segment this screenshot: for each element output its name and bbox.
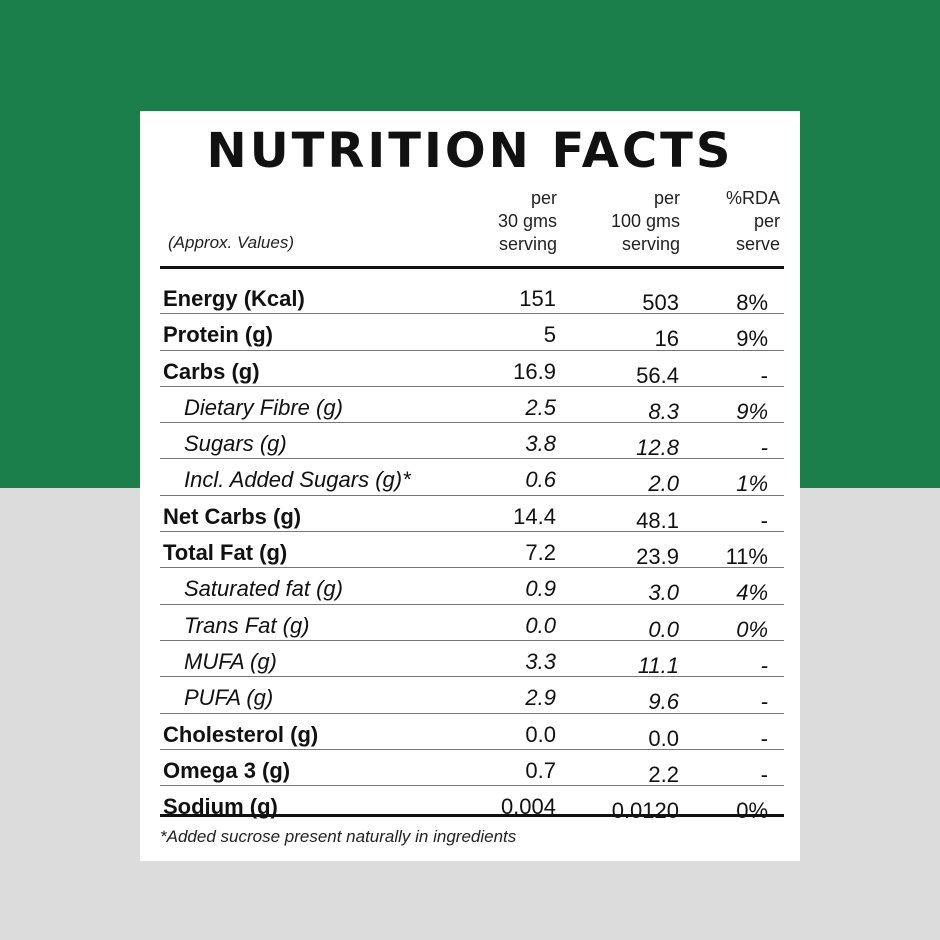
nutrient-label: MUFA (g) [184,648,277,674]
nutrient-label: Trans Fat (g) [184,612,310,638]
footnote: *Added sucrose present naturally in ingr… [160,827,517,846]
nutrient-label: Carbs (g) [163,358,260,384]
table-row: Net Carbs (g) 14.4 48.1 - [160,496,784,533]
nutrient-label: Dietary Fibre (g) [184,394,343,420]
value-per-30g: 16.9 [513,358,556,384]
value-per-100g: 23.9 [636,544,679,570]
nutrient-label: Sugars (g) [184,431,287,457]
value-per-30g: 2.5 [525,394,556,420]
table-row: Sugars (g) 3.8 12.8 - [160,423,784,461]
value-per-100g: 503 [642,290,679,315]
header-per-30g-line2: 30 gms [497,211,557,231]
value-rda: 4% [736,580,768,606]
header-rda: %RDA per serve [700,187,780,256]
table-row: Sodium (g) 0.004 0.0120 0% [160,786,784,824]
value-per-30g: 7.2 [525,540,556,566]
value-per-30g: 0.7 [525,757,556,783]
value-per-100g: 12.8 [636,435,679,461]
table-row: Protein (g) 5 16 9% [160,314,784,352]
value-per-100g: 2.0 [648,471,679,497]
value-per-100g: 56.4 [636,362,679,388]
nutrient-label: Protein (g) [163,322,273,348]
value-per-30g: 0.0 [525,612,556,638]
approx-values-label: (Approx. Values) [168,233,294,252]
nutrient-label: PUFA (g) [184,685,274,711]
value-rda: 8% [736,290,768,315]
header-rda-line2: per [753,211,780,231]
header-rda-line3: serve [735,234,780,254]
table-row: Total Fat (g) 7.2 23.9 11% [160,532,784,570]
value-per-100g: 11.1 [637,652,679,678]
value-per-100g: 0.0120 [611,798,679,824]
table-row: Dietary Fibre (g) 2.5 8.3 9% [160,387,784,424]
nutrient-label: Net Carbs (g) [163,503,302,529]
value-rda: 11% [725,544,768,570]
header-per-100g-line3: serving [621,234,680,254]
value-per-30g: 0.6 [525,467,556,493]
value-rda: 9% [736,398,768,424]
value-per-100g: 9.6 [648,689,679,715]
value-rda: - [760,362,768,388]
value-per-30g: 14.4 [513,503,556,529]
header-rda-line1: %RDA [725,188,780,208]
value-per-30g: 3.3 [525,648,556,674]
header-per-30g-line1: per [530,188,557,208]
value-rda: - [760,689,768,715]
header-divider [160,266,784,269]
header-per-30g-line3: serving [498,234,557,254]
table-row: Omega 3 (g) 0.7 2.2 - [160,750,784,787]
nutrition-table: Energy (Kcal) 151 503 8% Protein (g) 5 16 9% Car… [160,278,784,824]
header-per-100g-line2: 100 gms [610,211,680,231]
value-rda: 0% [736,616,768,642]
value-rda: 1% [736,471,768,497]
table-row: Trans Fat (g) 0.0 0.0 0% [160,605,784,642]
value-per-100g: 48.1 [636,507,679,533]
nutrition-facts-card: NUTRITION FACTS (Approx. Values) per 30 … [140,111,800,861]
value-per-100g: 16 [654,326,679,352]
value-per-30g: 151 [519,286,556,311]
nutrient-label: Saturated fat (g) [184,576,343,602]
table-row: Carbs (g) 16.9 56.4 - [160,351,784,388]
table-row: Energy (Kcal) 151 503 8% [160,278,784,315]
table-row: Saturated fat (g) 0.9 3.0 4% [160,568,784,606]
nutrient-label: Total Fat (g) [163,540,288,566]
value-per-30g: 0.9 [525,576,556,602]
value-rda: 0% [736,798,768,824]
value-per-30g: 0.0 [525,721,556,747]
value-per-30g: 2.9 [525,685,556,711]
table-row: Incl. Added Sugars (g)* 0.6 2.0 1% [160,459,784,497]
header-per-30g: per 30 gms serving [460,187,557,256]
value-rda: 9% [736,326,768,352]
table-row: Cholesterol (g) 0.0 0.0 - [160,714,784,751]
nutrient-label: Incl. Added Sugars (g)* [184,467,411,493]
table-bottom-divider [160,814,784,817]
table-row: PUFA (g) 2.9 9.6 - [160,677,784,715]
value-per-100g: 0.0 [648,616,679,642]
value-per-100g: 2.2 [648,761,679,787]
value-rda: - [760,725,768,751]
nutrient-label: Cholesterol (g) [163,721,319,747]
value-per-100g: 0.0 [648,725,679,751]
nutrient-label: Energy (Kcal) [163,286,305,311]
nutrient-label: Omega 3 (g) [163,757,291,783]
value-rda: - [760,435,768,461]
value-per-30g: 5 [543,322,556,348]
value-rda: - [760,652,768,678]
header-per-100g: per 100 gms serving [580,187,680,256]
table-row: MUFA (g) 3.3 11.1 - [160,641,784,678]
value-per-30g: 3.8 [525,431,556,457]
header-per-100g-line1: per [653,188,680,208]
value-rda: - [760,761,768,787]
page-title: NUTRITION FACTS [206,123,734,179]
value-rda: - [760,507,768,533]
value-per-100g: 8.3 [648,398,679,424]
value-per-100g: 3.0 [648,580,679,606]
